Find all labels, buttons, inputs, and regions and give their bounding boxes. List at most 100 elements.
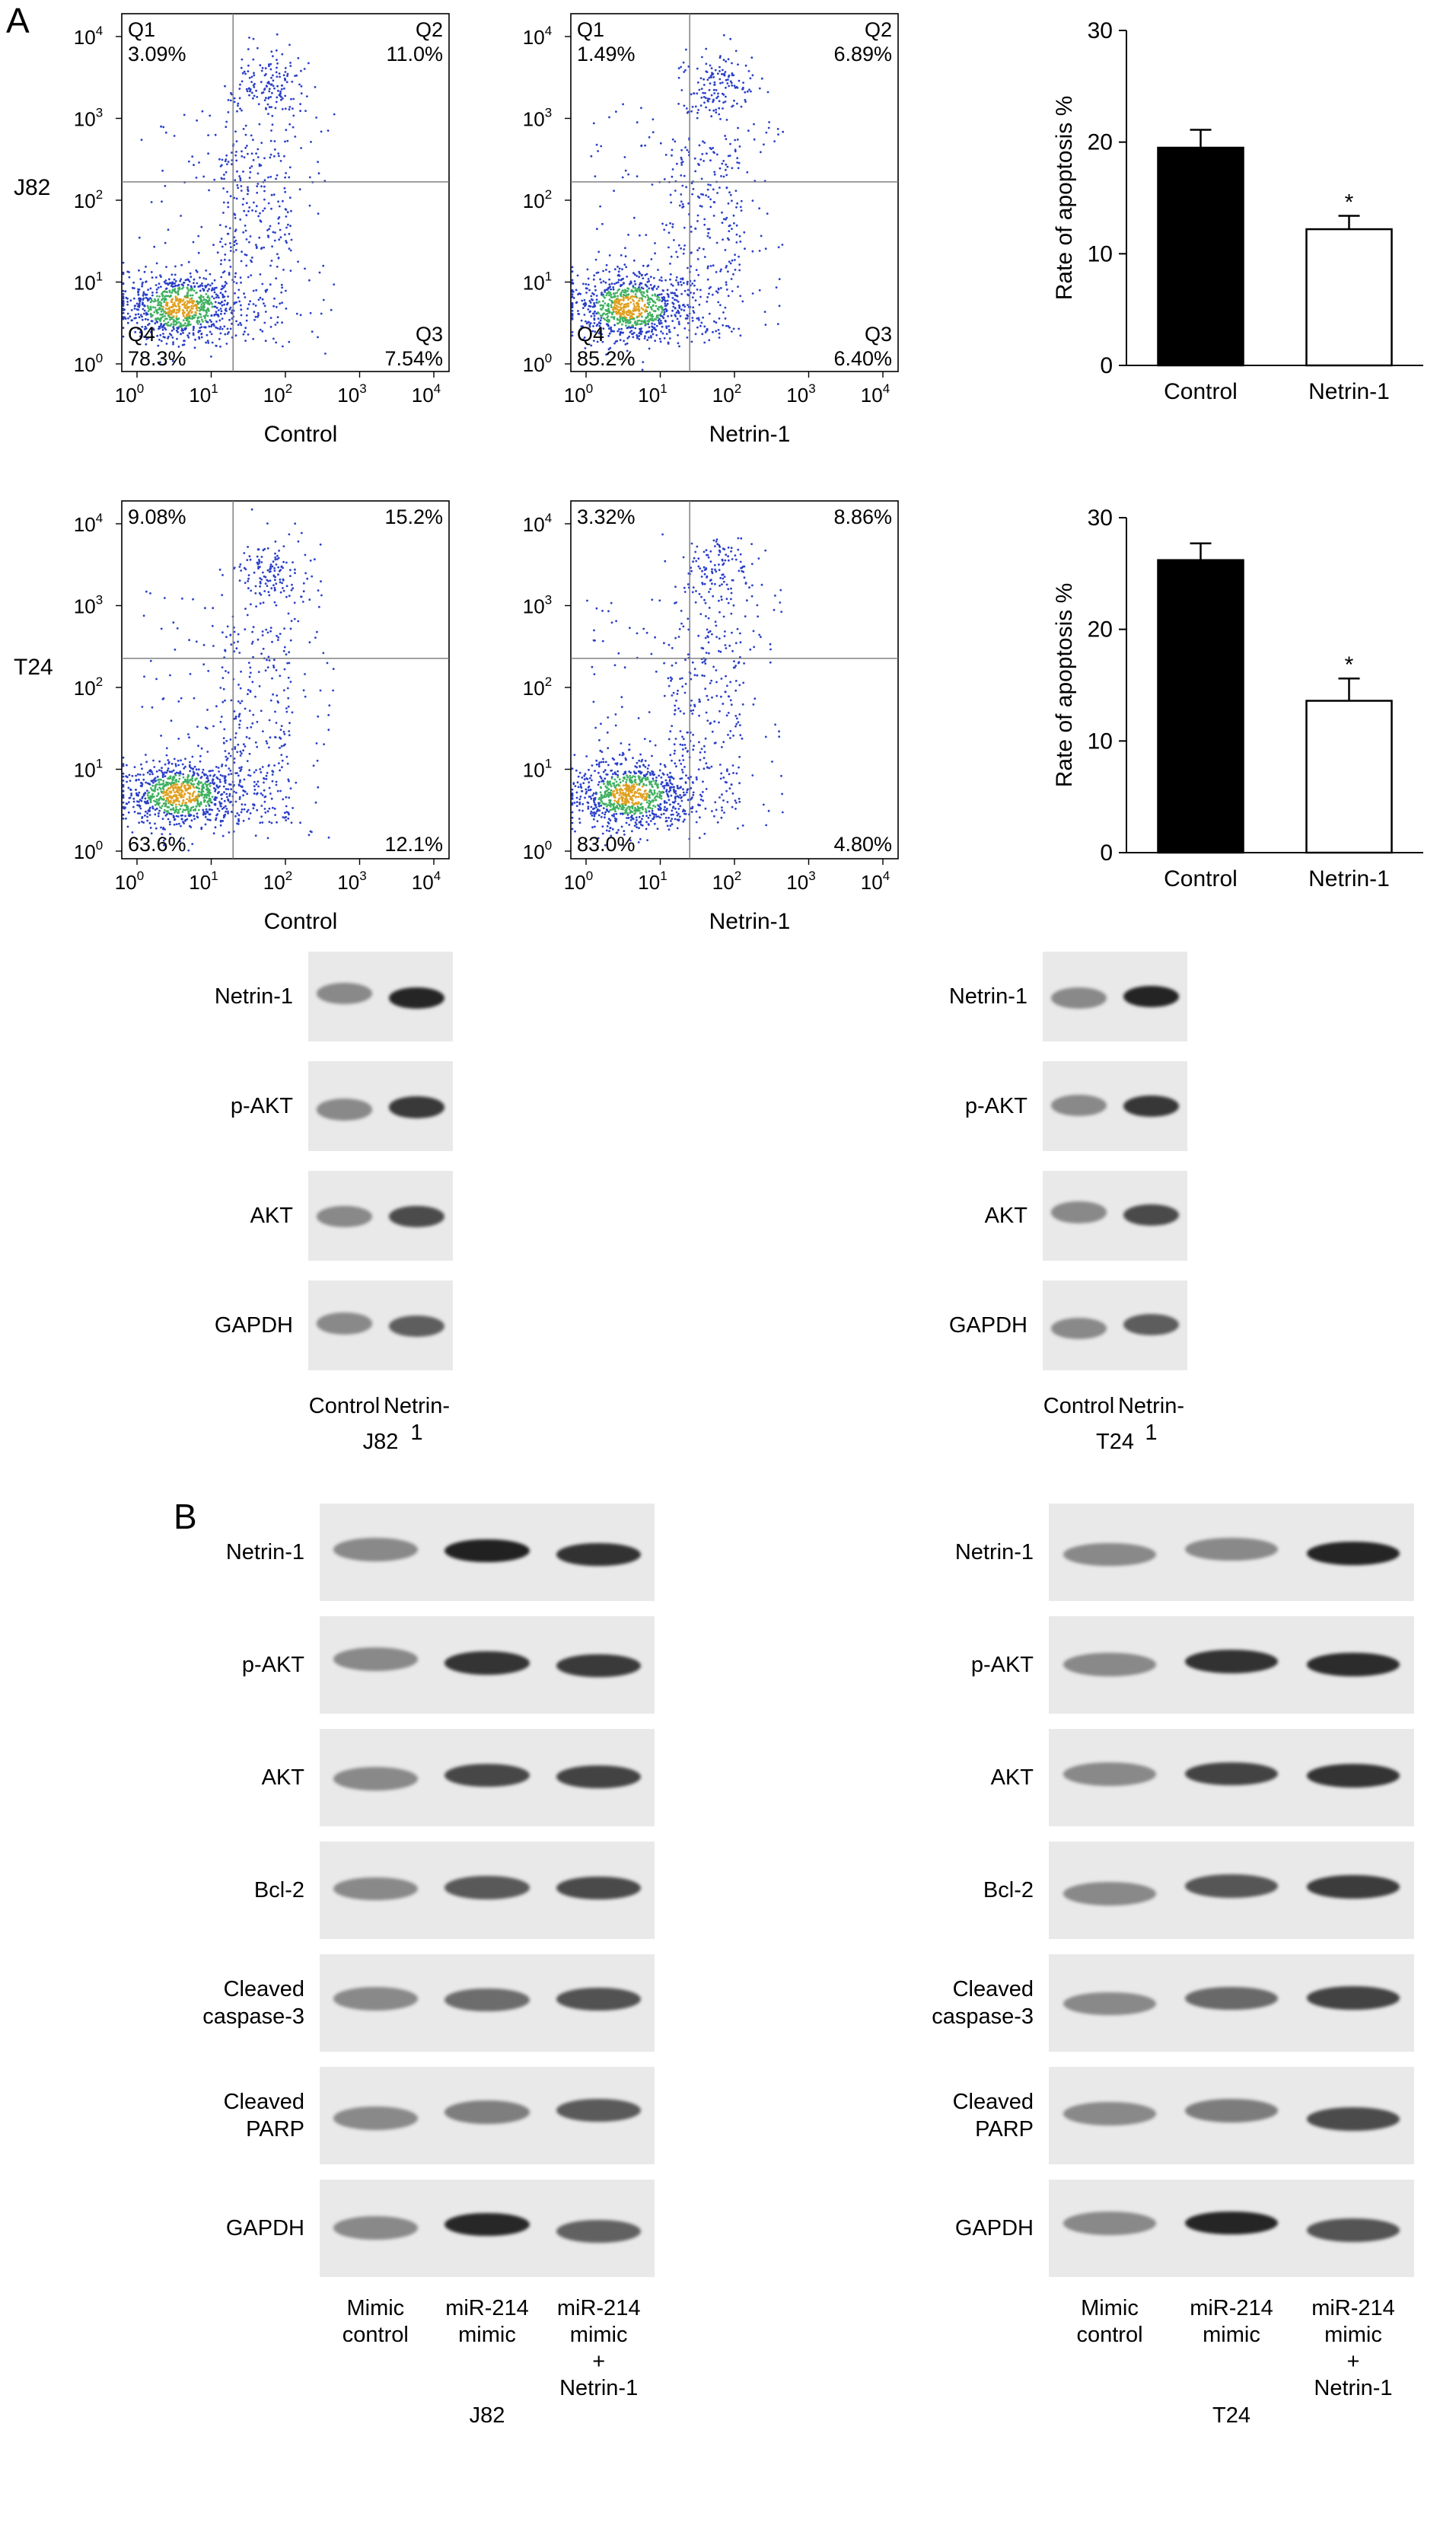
blot-strip — [1043, 1280, 1187, 1370]
blot-protein-label-line: p-AKT — [241, 1653, 304, 1677]
flow-x-tick-label: 103 — [786, 869, 815, 894]
flow-plot-svg: 100 100 101 101 102 102 103 103 104 104 Netrin-1 Q1… — [523, 13, 899, 447]
blot-protein-label-line: Netrin-1 — [214, 984, 293, 1009]
protein-band — [556, 1542, 642, 1567]
western-blot-b-t24: Netrin-1 p-AKT AKT Bcl-2 Cleaved caspase-3 Cle… — [860, 1504, 1454, 2529]
blot-protein-label: Bcl-2 — [152, 1877, 304, 1904]
protein-band — [333, 1537, 419, 1561]
flow-y-tick-label: 103 — [74, 593, 103, 618]
blot-protein-label-line: PARP — [975, 2117, 1034, 2142]
blot-strip — [1049, 1616, 1414, 1714]
bar-chart-j82: 0 10 20 30 Rate of apoptosis % Control * Netrin… — [1043, 8, 1454, 434]
lane-label-line: Netrin-1 — [1117, 1394, 1184, 1445]
flow-y-tick-label: 104 — [74, 511, 103, 536]
quadrant-name: Q2 — [865, 18, 892, 41]
blot-protein-label: GAPDH — [860, 2215, 1034, 2242]
flow-x-tick-label: 100 — [115, 381, 144, 407]
bar-category-label: Netrin-1 — [1308, 379, 1390, 404]
blot-protein-label-line: Cleaved — [952, 1977, 1034, 2001]
blot-protein-label: GAPDH — [152, 1312, 293, 1339]
blot-protein-label-line: Bcl-2 — [983, 1878, 1034, 1902]
blot-protein-label: Cleaved PARP — [860, 2088, 1034, 2143]
blot-protein-label: Bcl-2 — [860, 1877, 1034, 1904]
bar-category-label: Netrin-1 — [1308, 866, 1390, 891]
lane-label: miR-214 mimic + Netrin-1 — [543, 2295, 655, 2402]
bar — [1157, 559, 1244, 854]
protein-band — [389, 1096, 444, 1118]
flow-plot-svg: 100 100 101 101 102 102 103 103 104 104 Netrin-1 3.… — [523, 500, 899, 934]
blot-protein-label-line: Cleaved — [223, 1977, 304, 2001]
lane-label-line: miR-214 — [1190, 2296, 1273, 2320]
protein-band — [333, 1986, 419, 2011]
protein-band — [333, 2216, 419, 2240]
quadrant-percent: 7.54% — [384, 347, 443, 370]
protein-band — [1307, 2106, 1400, 2131]
blot-strip — [1049, 1504, 1414, 1601]
protein-band — [389, 1315, 444, 1337]
flow-row-label-t24: T24 — [14, 655, 53, 680]
protein-band — [1185, 1986, 1278, 2011]
blot-protein-label-line: GAPDH — [225, 2216, 304, 2240]
blot-protein-label-line: AKT — [984, 1204, 1027, 1228]
blot-protein-label-line: caspase-3 — [202, 2004, 304, 2029]
protein-band — [1123, 985, 1179, 1008]
flow-y-tick-label: 103 — [523, 106, 552, 131]
flow-x-tick-label: 102 — [263, 381, 292, 407]
lane-label-line: miR-214 — [445, 2296, 529, 2320]
blot-protein-label: AKT — [860, 1202, 1027, 1229]
protein-band — [556, 1654, 642, 1678]
western-blot-b-j82: Netrin-1 p-AKT AKT Bcl-2 Cleaved caspase-3 Cle… — [152, 1504, 731, 2529]
bar-chart-t24: 0 10 20 30 Rate of apoptosis % Control * Netrin… — [1043, 495, 1454, 921]
lane-label-line: Netrin-1 — [559, 2376, 639, 2400]
bar-y-label: Rate of apoptosis % — [1052, 96, 1077, 301]
quadrant-percent: 6.40% — [833, 347, 892, 370]
cell-line-label: T24 — [1212, 2403, 1251, 2428]
quadrant-name: Q1 — [128, 18, 155, 41]
lane-label-line: mimic — [1324, 2323, 1382, 2347]
blot-protein-label: p-AKT — [860, 1651, 1034, 1679]
flow-y-tick-label: 104 — [74, 24, 103, 49]
flow-x-tick-label: 101 — [638, 381, 667, 407]
flow-y-tick-label: 104 — [523, 511, 552, 536]
cell-line-label: J82 — [362, 1430, 399, 1454]
protein-band — [389, 1206, 444, 1228]
blot-strip — [320, 1504, 655, 1601]
lane-label-line: control — [342, 2323, 409, 2347]
lane-label: Control — [1043, 1393, 1115, 1420]
protein-band — [317, 982, 372, 1005]
protein-band — [1185, 2099, 1278, 2122]
bar — [1305, 700, 1393, 854]
blot-protein-label-line: Bcl-2 — [253, 1878, 304, 1902]
blot-protein-label: Netrin-1 — [860, 983, 1027, 1010]
quadrant-percent: 9.08% — [128, 505, 186, 528]
bar-chart-svg: 0 10 20 30 Rate of apoptosis % Control * Netrin… — [1052, 505, 1423, 891]
blot-protein-label: GAPDH — [152, 2215, 304, 2242]
flow-x-tick-label: 104 — [412, 869, 441, 894]
lane-label-line: mimic — [458, 2323, 516, 2347]
quadrant-name: Q4 — [577, 323, 604, 346]
protein-band — [556, 2219, 642, 2244]
protein-band — [444, 1763, 530, 1788]
flow-y-tick-label: 102 — [523, 187, 552, 212]
blot-strip — [320, 1842, 655, 1939]
blot-protein-label-line: p-AKT — [970, 1653, 1034, 1677]
bar-y-tick-label: 10 — [1088, 729, 1113, 754]
blot-strip — [320, 1729, 655, 1826]
blot-strip — [308, 1061, 453, 1151]
flow-x-tick-label: 101 — [638, 869, 667, 894]
bar-y-tick-label: 30 — [1088, 505, 1113, 531]
flow-plot-svg: 100 100 101 101 102 102 103 103 104 104 Control 9.0… — [74, 500, 450, 934]
lane-label-line: control — [1076, 2323, 1143, 2347]
blot-protein-label-line: PARP — [246, 2117, 304, 2142]
bar-y-tick-label: 0 — [1100, 840, 1113, 866]
protein-band — [1123, 1204, 1179, 1226]
bar-y-tick-label: 20 — [1088, 130, 1113, 155]
protein-band — [1185, 1762, 1278, 1786]
blot-strip — [320, 1954, 655, 2052]
blot-protein-label-line: AKT — [261, 1765, 304, 1790]
protein-band — [1123, 1313, 1179, 1335]
lane-label: Netrin-1 — [381, 1393, 453, 1446]
protein-band — [1063, 1882, 1156, 1906]
flow-y-tick-label: 102 — [74, 675, 103, 700]
flow-plot-t24-control: 100 100 101 101 102 102 103 103 104 104 Control 9.0… — [46, 487, 487, 944]
